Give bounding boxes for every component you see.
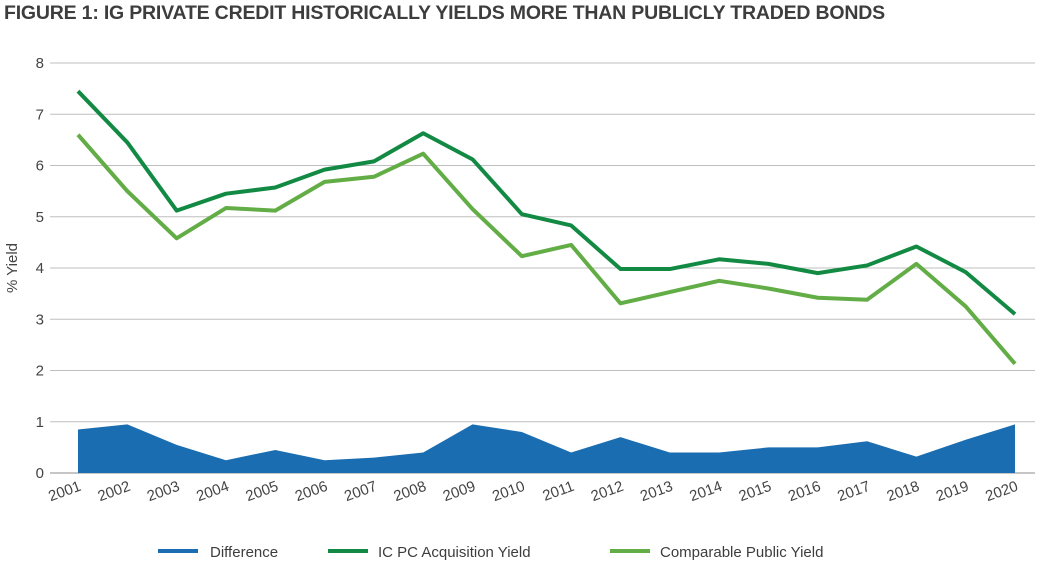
line-ic-pc-acquisition-yield — [76, 89, 1017, 316]
y-tick-label: 4 — [36, 260, 44, 277]
y-tick-label: 1 — [36, 414, 44, 431]
x-axis-ticks: 2001 2002 2003 2004 2005 2006 2007 2008 2009 2010… — [46, 478, 1020, 505]
gridlines — [50, 62, 1035, 474]
y-tick-label: 5 — [36, 209, 44, 226]
y-tick-label: 0 — [36, 465, 44, 482]
y-tick-label: 8 — [36, 55, 44, 72]
x-tick-label: 2007 — [342, 478, 379, 505]
chart-title: FIGURE 1: IG PRIVATE CREDIT HISTORICALLY… — [4, 2, 885, 24]
x-tick-label: 2003 — [145, 478, 182, 505]
legend-label: Difference — [210, 544, 278, 561]
legend-label: Comparable Public Yield — [660, 544, 823, 561]
x-tick-label: 2018 — [885, 478, 922, 505]
line-comparable-public-yield — [76, 133, 1017, 366]
y-tick-label: 6 — [36, 158, 44, 175]
legend-label: IC PC Acquisition Yield — [378, 544, 531, 561]
x-tick-label: 2016 — [786, 478, 823, 505]
x-tick-label: 2020 — [983, 478, 1020, 505]
x-tick-label: 2001 — [46, 478, 83, 505]
x-tick-label: 2002 — [96, 478, 133, 505]
legend: Difference IC PC Acquisition Yield Compara… — [158, 544, 823, 561]
x-tick-label: 2019 — [934, 478, 971, 505]
x-tick-label: 2009 — [441, 478, 478, 505]
x-tick-label: 2010 — [490, 478, 527, 505]
x-tick-label: 2015 — [737, 478, 774, 505]
x-tick-label: 2011 — [540, 478, 576, 505]
x-tick-label: 2012 — [589, 478, 626, 505]
x-tick-label: 2006 — [293, 478, 330, 505]
x-tick-label: 2013 — [638, 478, 675, 505]
x-tick-label: 2014 — [687, 478, 724, 505]
x-tick-label: 2017 — [835, 478, 872, 505]
x-tick-label: 2005 — [243, 478, 280, 505]
y-tick-label: 3 — [36, 311, 44, 328]
y-tick-label: 7 — [36, 106, 44, 123]
line-series — [76, 89, 1017, 366]
y-axis-ticks: 0 1 2 3 4 5 6 7 8 — [36, 55, 44, 482]
area-series — [78, 424, 1015, 473]
x-tick-label: 2004 — [194, 478, 231, 505]
y-tick-label: 2 — [36, 363, 44, 380]
x-tick-label: 2008 — [391, 478, 428, 505]
y-axis-label: % Yield — [4, 243, 21, 293]
area-difference — [78, 424, 1015, 473]
